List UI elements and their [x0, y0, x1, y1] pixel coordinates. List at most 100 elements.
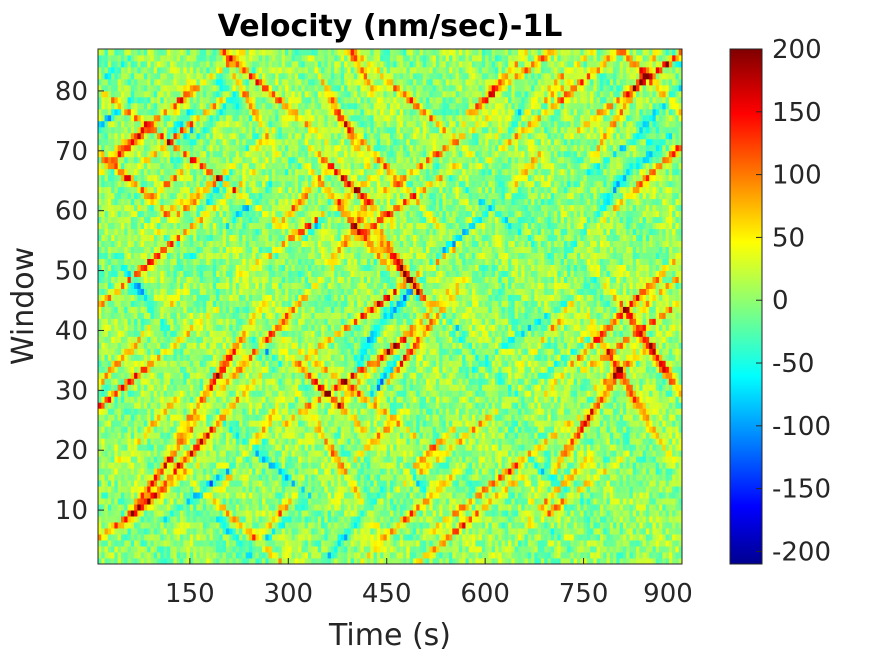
heatmap-cell: [619, 444, 624, 451]
heatmap-cell: [593, 462, 598, 469]
heatmap-cell: [232, 534, 237, 541]
heatmap-cell: [478, 420, 483, 427]
heatmap-cell: [590, 456, 594, 463]
heatmap-cell: [107, 402, 112, 409]
heatmap-cell: [396, 450, 401, 457]
heatmap-cell: [334, 546, 338, 553]
heatmap-cell: [130, 486, 135, 493]
heatmap-cell: [527, 402, 532, 409]
heatmap-cell: [590, 426, 594, 433]
heatmap-cell: [327, 396, 332, 403]
heatmap-cell: [475, 420, 479, 427]
heatmap-cell: [531, 546, 535, 553]
heatmap-cell: [655, 474, 660, 481]
heatmap-cell: [334, 456, 338, 463]
heatmap-cell: [649, 414, 653, 421]
heatmap-cell: [206, 468, 210, 475]
heatmap-cell: [449, 462, 453, 469]
heatmap-cell: [432, 528, 437, 535]
heatmap-cell: [478, 426, 483, 433]
heatmap-cell: [662, 468, 666, 475]
heatmap-cell: [357, 444, 361, 451]
heatmap-cell: [344, 438, 348, 445]
heatmap-cell: [265, 480, 270, 487]
heatmap-cell: [531, 462, 535, 469]
heatmap-cell: [521, 510, 525, 517]
heatmap-cell: [340, 498, 345, 505]
heatmap-cell: [655, 432, 660, 439]
heatmap-cell: [311, 408, 315, 415]
heatmap-cell: [639, 522, 644, 529]
heatmap-cell: [176, 558, 181, 564]
heatmap-cell: [603, 456, 607, 463]
heatmap-cell: [481, 558, 486, 564]
heatmap-cell: [330, 402, 335, 409]
heatmap-cell: [380, 438, 384, 445]
heatmap-cell: [478, 396, 483, 403]
heatmap-cell: [508, 396, 512, 403]
heatmap-cell: [380, 552, 384, 559]
heatmap-cell: [481, 456, 486, 463]
heatmap-cell: [390, 402, 394, 409]
heatmap-cell: [219, 486, 224, 493]
heatmap-cell: [586, 450, 591, 457]
heatmap-cell: [560, 498, 565, 505]
heatmap-cell: [176, 468, 181, 475]
heatmap-cell: [606, 438, 611, 445]
heatmap-cell: [163, 414, 168, 421]
heatmap-cell: [344, 540, 348, 547]
heatmap-cell: [616, 414, 621, 421]
heatmap-cell: [334, 432, 338, 439]
heatmap-cell: [245, 468, 250, 475]
heatmap-cell: [380, 444, 384, 451]
heatmap-cell: [498, 486, 502, 493]
heatmap-cell: [252, 450, 256, 457]
heatmap-cell: [439, 420, 443, 427]
heatmap-cell: [147, 432, 151, 439]
heatmap-cell: [196, 504, 201, 511]
heatmap-cell: [229, 444, 233, 451]
heatmap-cell: [196, 558, 201, 564]
heatmap-cell: [330, 432, 335, 439]
heatmap-cell: [435, 414, 440, 421]
heatmap-cell: [196, 522, 201, 529]
heatmap-cell: [524, 522, 529, 529]
heatmap-cell: [655, 450, 660, 457]
heatmap-cell: [222, 504, 227, 511]
heatmap-cell: [619, 456, 624, 463]
heatmap-cell: [586, 444, 591, 451]
heatmap-cell: [114, 468, 119, 475]
heatmap-cell: [153, 414, 158, 421]
heatmap-cell: [98, 468, 102, 475]
heatmap-cell: [455, 420, 460, 427]
heatmap-cell: [445, 522, 450, 529]
heatmap-cell: [547, 540, 552, 547]
heatmap-cell: [531, 450, 535, 457]
heatmap-cell: [330, 396, 335, 403]
heatmap-cell: [432, 534, 437, 541]
heatmap-cell: [540, 522, 545, 529]
heatmap-cell: [321, 546, 325, 553]
heatmap-cell: [225, 420, 230, 427]
heatmap-cell: [508, 414, 512, 421]
heatmap-cell: [449, 420, 453, 427]
heatmap-cell: [406, 522, 411, 529]
heatmap-cell: [393, 492, 397, 499]
heatmap-cell: [668, 426, 673, 433]
heatmap-cell: [511, 486, 516, 493]
heatmap-cell: [642, 510, 647, 517]
heatmap-cell: [143, 396, 148, 403]
heatmap-cell: [150, 522, 155, 529]
heatmap-cell: [357, 402, 361, 409]
heatmap-cell: [544, 402, 548, 409]
heatmap-cell: [337, 498, 342, 505]
heatmap-cell: [380, 492, 384, 499]
heatmap-cell: [202, 540, 207, 547]
heatmap-cell: [412, 408, 417, 415]
heatmap-cell: [232, 552, 237, 559]
heatmap-cell: [626, 468, 630, 475]
heatmap-cell: [242, 438, 247, 445]
heatmap-cell: [370, 540, 374, 547]
heatmap-cell: [619, 468, 624, 475]
heatmap-cell: [494, 408, 499, 415]
